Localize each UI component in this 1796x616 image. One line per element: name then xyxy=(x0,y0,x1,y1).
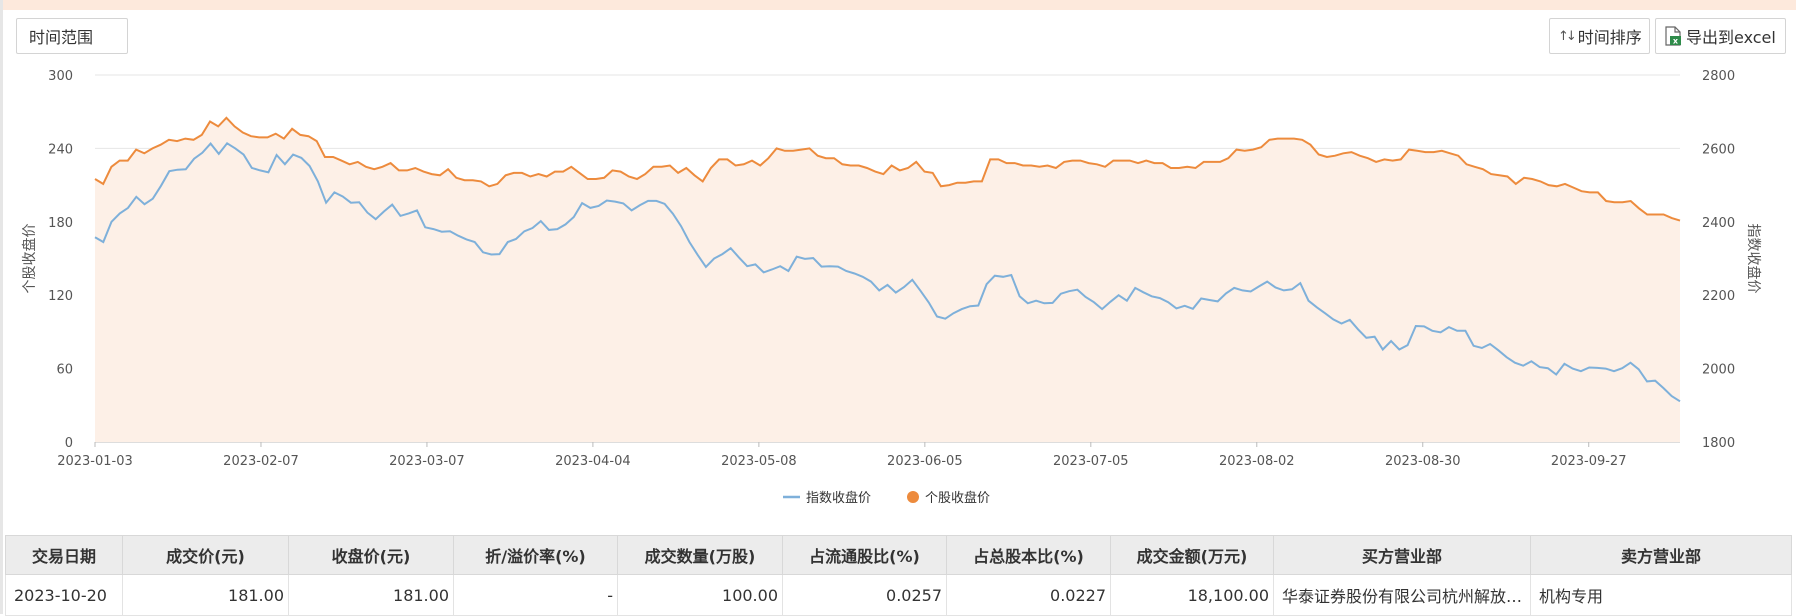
y-left-tick-label: 240 xyxy=(48,142,73,157)
top-accent-bar xyxy=(0,0,1796,10)
y-right-tick-label: 2200 xyxy=(1702,289,1735,304)
x-tick-label: 2023-08-02 xyxy=(1219,454,1295,469)
col-premium-rate[interactable]: 折/溢价率(%) xyxy=(453,535,618,575)
cell-total-share-ratio: 0.0227 xyxy=(946,574,1111,616)
y-right-axis-title: 指数收盘价 xyxy=(1745,224,1762,294)
stock-price-line xyxy=(94,116,1681,222)
col-buyer-branch[interactable]: 买方营业部 xyxy=(1273,535,1531,575)
x-tick-label: 2023-06-05 xyxy=(887,454,963,469)
time-sort-button[interactable]: ↑↓ 时间排序 xyxy=(1549,18,1650,54)
cell-float-share-ratio: 0.0257 xyxy=(782,574,947,616)
cell-trade-amount: 18,100.00 xyxy=(1110,574,1274,616)
table-header-row: 交易日期 成交价(元) 收盘价(元) 折/溢价率(%) 成交数量(万股) 占流通… xyxy=(5,535,1792,575)
y-left-axis-title: 个股收盘价 xyxy=(21,224,38,294)
price-chart: 0 60 120 180 240 300 1800 2000 2200 2400 2600 2800 个… xyxy=(21,69,1762,506)
x-tick-label: 2023-02-07 xyxy=(223,454,299,469)
col-trade-price[interactable]: 成交价(元) xyxy=(122,535,289,575)
cell-trade-volume: 100.00 xyxy=(617,574,783,616)
legend-index-label: 指数收盘价 xyxy=(806,490,871,506)
col-seller-branch[interactable]: 卖方营业部 xyxy=(1530,535,1792,575)
y-right-tick-label: 2400 xyxy=(1702,216,1735,231)
x-tick-label: 2023-01-03 xyxy=(57,454,133,469)
time-range-button[interactable]: 时间范围 xyxy=(16,18,128,54)
x-tick-label: 2023-09-27 xyxy=(1551,454,1627,469)
cell-buyer-branch: 华泰证券股份有限公司杭州解放东路证券营业部 xyxy=(1273,574,1531,616)
col-close-price[interactable]: 收盘价(元) xyxy=(288,535,454,575)
y-left-tick-label: 0 xyxy=(65,436,73,451)
time-range-label: 时间范围 xyxy=(29,28,94,47)
x-tick-label: 2023-07-05 xyxy=(1053,454,1129,469)
legend-stock-label: 个股收盘价 xyxy=(925,490,990,506)
left-edge-border xyxy=(0,0,3,614)
legend-stock-swatch xyxy=(907,491,919,503)
cell-trade-price: 181.00 xyxy=(122,574,289,616)
y-left-tick-label: 120 xyxy=(48,289,73,304)
sort-arrows-icon: ↑↓ xyxy=(1558,28,1577,44)
y-left-tick-label: 180 xyxy=(48,216,73,231)
y-left-tick-label: 60 xyxy=(56,363,73,378)
col-trade-date[interactable]: 交易日期 xyxy=(5,535,123,575)
col-trade-volume[interactable]: 成交数量(万股) xyxy=(617,535,783,575)
cell-seller-branch: 机构专用 xyxy=(1530,574,1792,616)
y-right-tick-label: 2800 xyxy=(1702,69,1735,84)
y-right-tick-label: 1800 xyxy=(1702,436,1735,451)
col-total-share-ratio[interactable]: 占总股本比(%) xyxy=(946,535,1111,575)
stock-area-fill xyxy=(95,117,1680,443)
x-tick-label: 2023-04-04 xyxy=(555,454,631,469)
y-right-tick-label: 2000 xyxy=(1702,363,1735,378)
export-excel-button[interactable]: x 导出到excel xyxy=(1655,18,1786,54)
y-left-tick-label: 300 xyxy=(48,69,73,84)
x-tick-label: 2023-05-08 xyxy=(721,454,797,469)
cell-close-price: 181.00 xyxy=(288,574,454,616)
block-trade-table: 交易日期 成交价(元) 收盘价(元) 折/溢价率(%) 成交数量(万股) 占流通… xyxy=(5,535,1792,616)
table-row: 2023-10-20 181.00 181.00 - 100.00 0.0257… xyxy=(5,574,1792,616)
col-float-share-ratio[interactable]: 占流通股比(%) xyxy=(782,535,947,575)
col-trade-amount[interactable]: 成交金额(万元) xyxy=(1110,535,1274,575)
index-price-line xyxy=(94,141,1681,403)
time-sort-label: 时间排序 xyxy=(1577,28,1642,47)
cell-premium-rate: - xyxy=(453,574,618,616)
y-right-tick-label: 2600 xyxy=(1702,142,1735,157)
x-tick-label: 2023-08-30 xyxy=(1385,454,1461,469)
cell-trade-date: 2023-10-20 xyxy=(5,574,123,616)
x-tick-label: 2023-03-07 xyxy=(389,454,465,469)
excel-file-icon: x xyxy=(1664,26,1682,46)
svg-text:x: x xyxy=(1673,37,1679,46)
export-excel-label: 导出到excel xyxy=(1686,28,1776,47)
